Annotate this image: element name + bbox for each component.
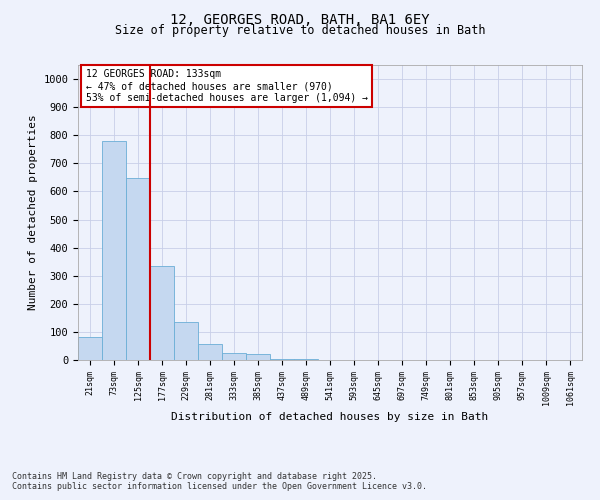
X-axis label: Distribution of detached houses by size in Bath: Distribution of detached houses by size … (172, 412, 488, 422)
Bar (222, 353, 246, 360)
Bar (150, 266, 174, 360)
Y-axis label: Number of detached properties: Number of detached properties (28, 114, 38, 310)
Bar (126, 178, 150, 360)
Text: 12, GEORGES ROAD, BATH, BA1 6EY: 12, GEORGES ROAD, BATH, BA1 6EY (170, 12, 430, 26)
Text: Size of property relative to detached houses in Bath: Size of property relative to detached ho… (115, 24, 485, 37)
Bar (270, 358, 294, 360)
Bar (102, 141, 126, 360)
Bar (174, 322, 198, 360)
Text: Contains public sector information licensed under the Open Government Licence v3: Contains public sector information licen… (12, 482, 427, 491)
Bar (246, 354, 270, 360)
Text: 12 GEORGES ROAD: 133sqm
← 47% of detached houses are smaller (970)
53% of semi-d: 12 GEORGES ROAD: 133sqm ← 47% of detache… (86, 70, 368, 102)
Bar (198, 344, 222, 360)
Bar (78, 337, 102, 360)
Text: Contains HM Land Registry data © Crown copyright and database right 2025.: Contains HM Land Registry data © Crown c… (12, 472, 377, 481)
